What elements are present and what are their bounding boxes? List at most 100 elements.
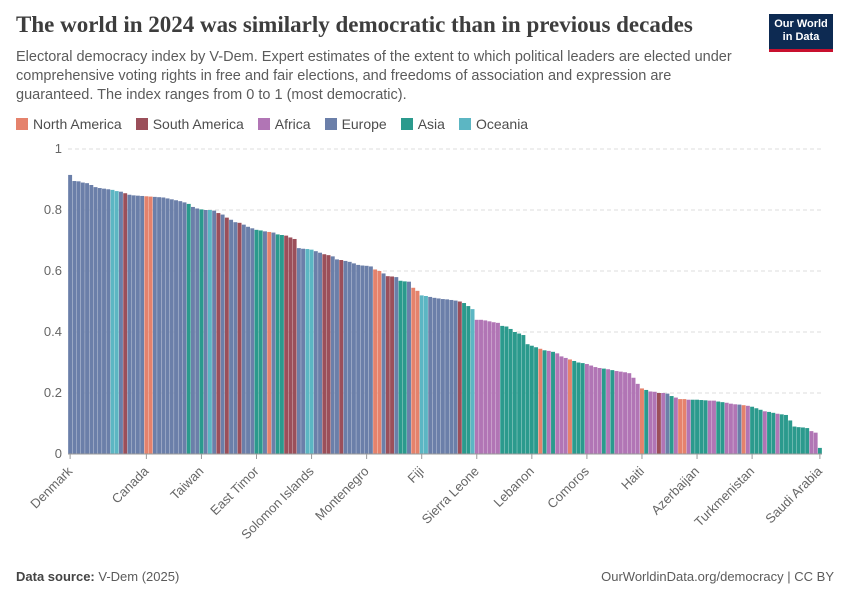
- bar: [495, 322, 500, 454]
- bar: [118, 191, 123, 454]
- y-tick-label: 0.6: [44, 263, 62, 278]
- bar: [695, 399, 700, 454]
- bar: [284, 235, 289, 454]
- x-tick-label: Taiwan: [167, 464, 206, 503]
- bar: [745, 405, 750, 454]
- bar: [279, 235, 284, 454]
- bar: [500, 325, 505, 454]
- bar: [199, 209, 204, 454]
- bar: [309, 249, 314, 454]
- bar: [296, 248, 301, 454]
- bar: [220, 214, 225, 454]
- bar: [699, 400, 704, 454]
- legend: North America South America Africa Europe As…: [16, 116, 528, 132]
- bar: [106, 189, 111, 454]
- legend-label: Africa: [274, 116, 311, 132]
- bar: [644, 389, 649, 454]
- bar: [373, 269, 378, 454]
- legend-item[interactable]: Asia: [400, 116, 445, 132]
- bar: [610, 370, 615, 454]
- legend-item[interactable]: South America: [135, 116, 244, 132]
- x-tick-label: Canada: [109, 463, 152, 506]
- bar: [733, 404, 738, 454]
- legend-swatch: [324, 118, 337, 130]
- bar: [627, 373, 632, 454]
- bar: [601, 368, 606, 454]
- bar: [593, 367, 598, 454]
- bar: [572, 360, 577, 454]
- source: V-Dem (2025): [98, 569, 180, 584]
- bar: [169, 199, 174, 454]
- logo[interactable]: Our World in Data: [769, 14, 833, 52]
- bar: [419, 295, 424, 454]
- bar: [491, 322, 496, 454]
- bar: [555, 353, 560, 454]
- legend-swatch: [257, 118, 270, 130]
- bar: [580, 363, 585, 454]
- bar: [538, 348, 543, 454]
- bar: [212, 210, 217, 454]
- bar: [440, 299, 445, 454]
- bar: [690, 399, 695, 454]
- bar: [487, 321, 492, 454]
- bar: [656, 393, 661, 454]
- bar: [368, 266, 373, 454]
- bar: [135, 195, 140, 455]
- bar: [779, 414, 784, 454]
- bar: [521, 335, 526, 454]
- bar: [123, 193, 128, 454]
- bar: [517, 333, 522, 454]
- x-tick-label: Lebanon: [491, 464, 537, 510]
- bar: [584, 364, 589, 454]
- legend-item[interactable]: North America: [16, 116, 122, 132]
- bar: [356, 264, 361, 454]
- legend-item[interactable]: Oceania: [458, 116, 528, 132]
- bar: [551, 351, 555, 454]
- bar: [800, 427, 805, 454]
- bar: [741, 405, 746, 454]
- bar: [343, 260, 348, 454]
- bar: [767, 411, 772, 454]
- footer-source: Data source: V-Dem (2025): [16, 569, 179, 584]
- bar: [330, 256, 335, 454]
- legend-item[interactable]: Africa: [257, 116, 311, 132]
- bar: [720, 402, 725, 454]
- bar: [241, 224, 246, 454]
- bar: [216, 213, 221, 454]
- bar: [80, 182, 85, 455]
- bar: [576, 362, 581, 454]
- bar: [335, 259, 339, 454]
- bar: [195, 208, 200, 454]
- bar: [224, 217, 229, 454]
- bar: [712, 400, 716, 454]
- bar: [127, 194, 132, 454]
- bar: [758, 409, 763, 454]
- bar: [754, 408, 759, 454]
- bar: [813, 432, 818, 454]
- bar: [724, 402, 729, 454]
- bar: [474, 319, 479, 454]
- footer-url[interactable]: OurWorldinData.org/democracy | CC BY: [601, 569, 834, 584]
- bar: [631, 377, 636, 454]
- bar: [102, 188, 106, 454]
- bar: [508, 328, 513, 454]
- bar: [385, 276, 390, 454]
- bar: [161, 197, 166, 454]
- y-tick-label: 0.4: [44, 324, 62, 339]
- source-label: Data source:: [16, 569, 95, 584]
- bar: [623, 372, 627, 454]
- x-tick-label: Saudi Arabia: [762, 463, 825, 526]
- bar: [796, 427, 801, 454]
- bar: [246, 226, 250, 454]
- legend-swatch: [400, 118, 413, 130]
- legend-swatch: [16, 118, 28, 130]
- bar: [792, 426, 797, 454]
- bar: [85, 183, 90, 454]
- bar: [618, 371, 623, 454]
- legend-item[interactable]: Europe: [324, 116, 387, 132]
- bar: [398, 280, 403, 454]
- bar: [529, 345, 534, 454]
- bar: [665, 393, 670, 454]
- bar: [203, 210, 208, 454]
- bar: [737, 404, 742, 454]
